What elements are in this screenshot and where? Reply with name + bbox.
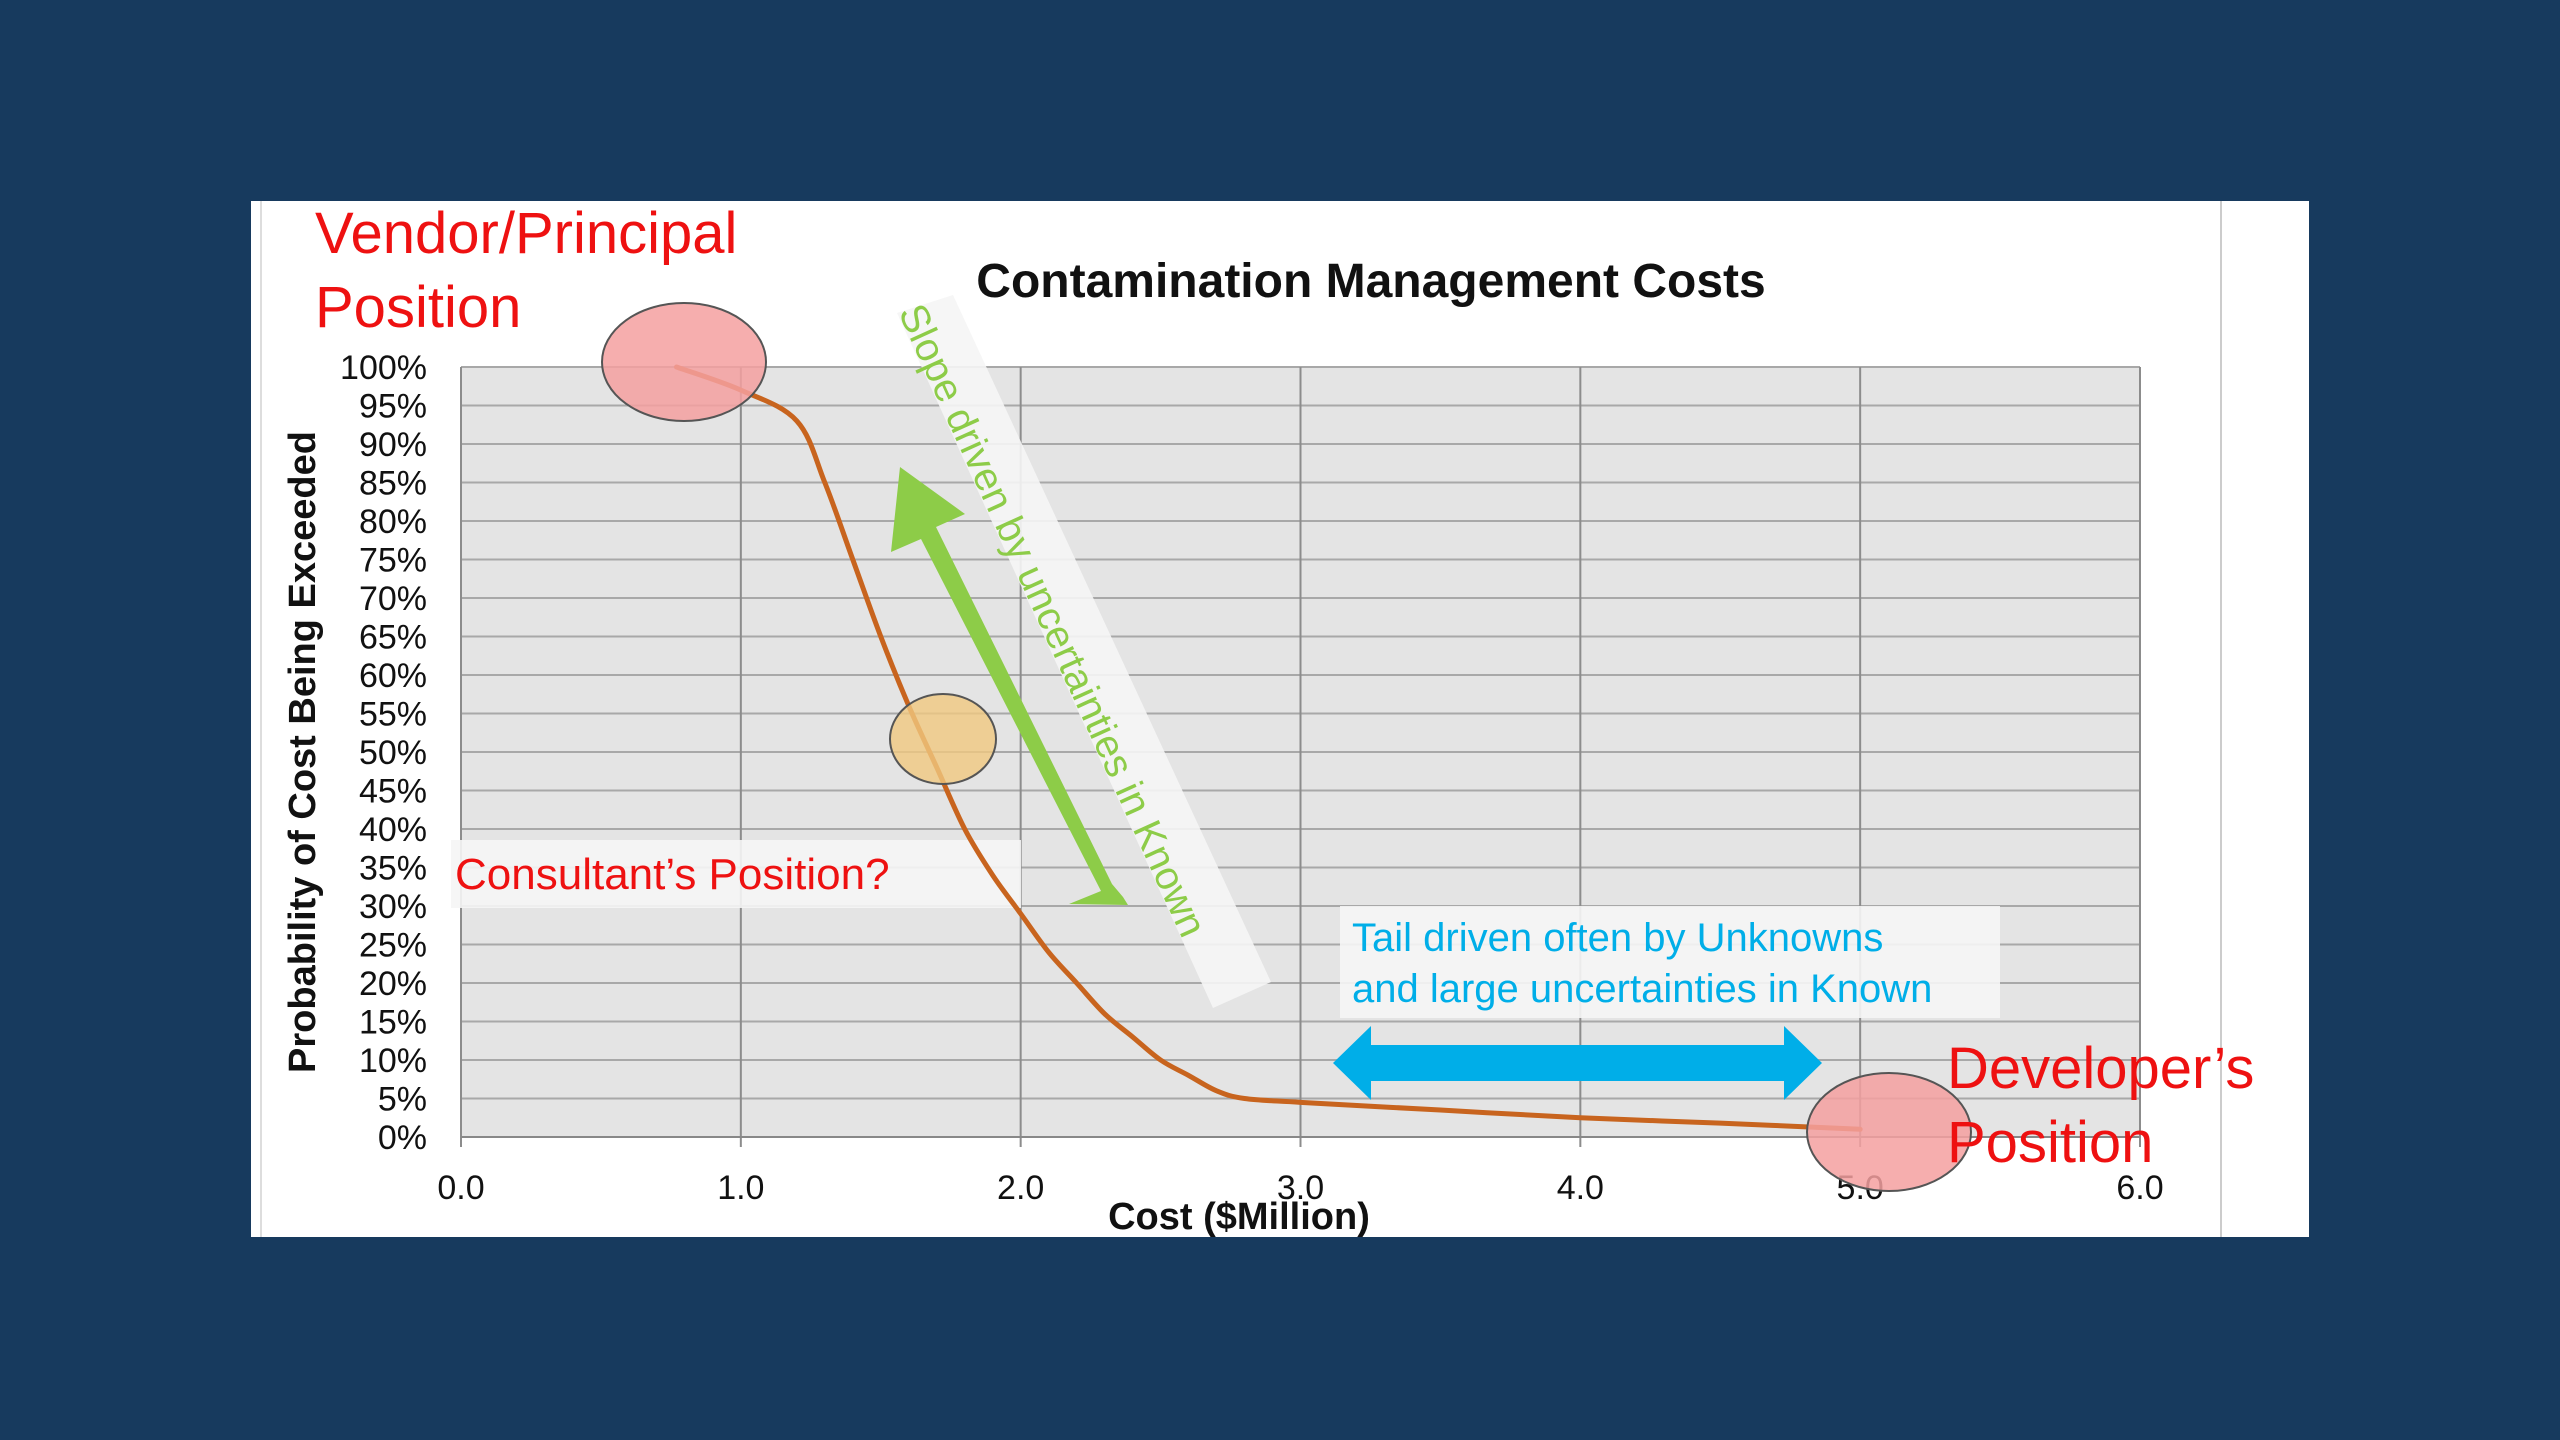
y-tick-label: 100%: [340, 349, 427, 387]
vendor-position-circle: [601, 302, 767, 422]
chart-slide: Contamination Management Costs Probabili…: [251, 201, 2309, 1237]
y-tick-label: 35%: [359, 850, 427, 888]
series-line-cost-exceedance: [673, 364, 1863, 1132]
developer-position-label-line1: Developer’s: [1947, 1036, 2254, 1101]
y-tick-label: 10%: [359, 1042, 427, 1080]
y-tick-label: 45%: [359, 773, 427, 811]
tail-label-box: [1340, 906, 2000, 1018]
chart-title: Contamination Management Costs: [976, 255, 1765, 308]
y-tick-label: 50%: [359, 734, 427, 772]
y-tick-label: 80%: [359, 503, 427, 541]
tail-annotation-line2: and large uncertainties in Known: [1352, 967, 1932, 1011]
chart-svg: Contamination Management Costs Probabili…: [260, 201, 2254, 1237]
y-tick-label: 75%: [359, 542, 427, 580]
x-tick-label: 6.0: [2116, 1169, 2163, 1207]
y-axis-label: Probability of Cost Being Exceeded: [282, 431, 324, 1073]
y-tick-label: 70%: [359, 580, 427, 618]
y-tick-label: 60%: [359, 657, 427, 695]
consultant-label-box: [451, 840, 1021, 908]
y-tick-labels: 0%5%10%15%20%25%30%35%40%45%50%55%60%65%…: [340, 349, 427, 1157]
y-tick-label: 15%: [359, 1004, 427, 1042]
y-tick-label: 95%: [359, 388, 427, 426]
y-tick-label: 5%: [378, 1081, 427, 1119]
x-axis-label: Cost ($Million): [1108, 1196, 1370, 1237]
y-tick-label: 85%: [359, 465, 427, 503]
y-tick-label: 20%: [359, 965, 427, 1003]
consultant-position-circle: [889, 693, 997, 785]
x-tick-label: 1.0: [717, 1169, 764, 1207]
consultant-position-label: Consultant’s Position?: [455, 850, 890, 899]
vendor-position-label-line1: Vendor/Principal: [315, 201, 737, 266]
developer-position-circle: [1806, 1072, 1972, 1192]
slope-double-arrow: [891, 467, 1128, 905]
x-tick-label: 3.0: [1277, 1169, 1324, 1207]
y-tick-label: 0%: [378, 1119, 427, 1157]
tail-annotation-line1: Tail driven often by Unknowns: [1352, 916, 1883, 960]
y-tick-label: 40%: [359, 811, 427, 849]
y-tick-label: 90%: [359, 426, 427, 464]
vendor-position-label-line2: Position: [315, 275, 521, 340]
y-tick-label: 30%: [359, 888, 427, 926]
y-tick-label: 25%: [359, 927, 427, 965]
slope-label-band: [897, 295, 1271, 1008]
y-tick-label: 55%: [359, 696, 427, 734]
tail-double-arrow: [1333, 1026, 1822, 1100]
x-tick-label: 2.0: [997, 1169, 1044, 1207]
x-tick-label: 0.0: [437, 1169, 484, 1207]
y-tick-label: 65%: [359, 619, 427, 657]
developer-position-label-line2: Position: [1947, 1110, 2153, 1175]
x-tick-label: 4.0: [1557, 1169, 1604, 1207]
